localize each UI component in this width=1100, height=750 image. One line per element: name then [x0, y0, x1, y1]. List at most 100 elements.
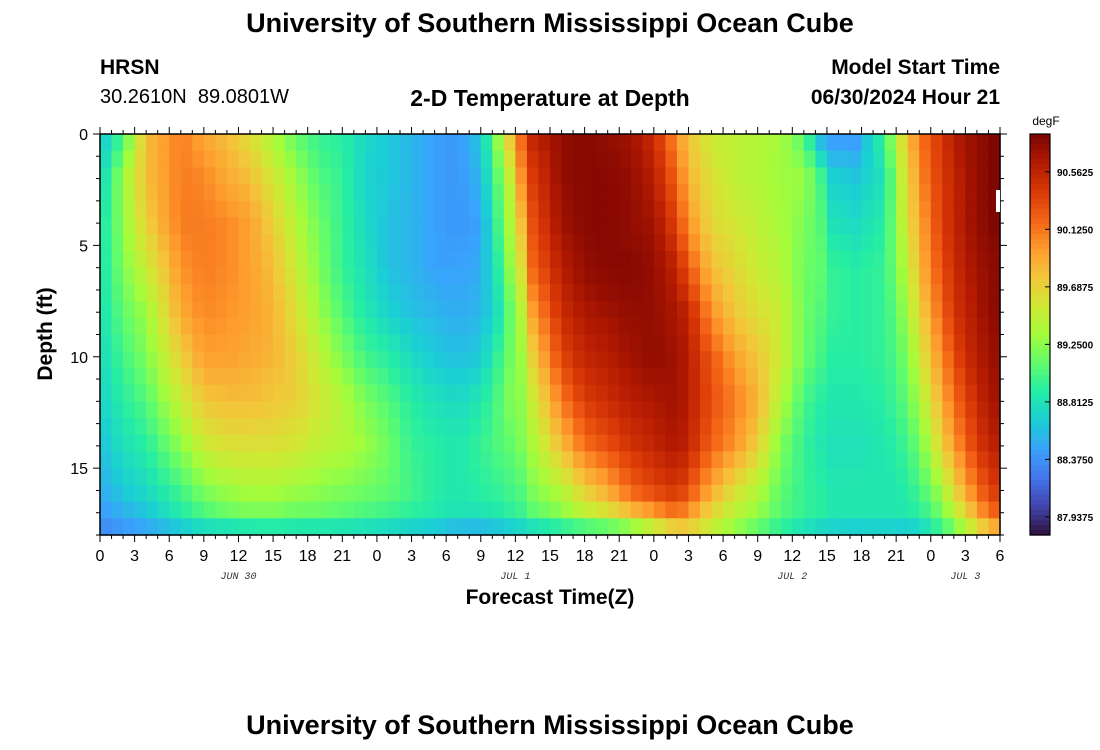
colorbar-segment	[1030, 279, 1050, 285]
heatmap-cell	[134, 267, 147, 285]
heatmap-cell	[838, 401, 851, 419]
heatmap-cell	[838, 200, 851, 219]
heatmap-cell	[123, 434, 136, 453]
heatmap-cell	[573, 134, 586, 152]
heatmap-cell	[388, 267, 401, 285]
heatmap-cell	[619, 518, 632, 536]
heatmap-cell	[111, 150, 124, 169]
heatmap-cell	[192, 317, 205, 336]
heatmap-cell	[769, 484, 782, 503]
heatmap-cell	[284, 518, 297, 536]
heatmap-cell	[965, 184, 978, 202]
heatmap-cell	[480, 418, 493, 436]
heatmap-cell	[700, 267, 713, 285]
x-tick-label: 21	[887, 548, 905, 565]
heatmap-cell	[838, 334, 851, 352]
heatmap-cell	[434, 184, 447, 202]
heatmap-cell	[607, 484, 620, 503]
heatmap-cell	[653, 418, 666, 436]
heatmap-cell	[884, 401, 897, 419]
heatmap-cell	[734, 384, 747, 402]
heatmap-cell	[515, 234, 528, 252]
heatmap-cell	[861, 250, 874, 269]
heatmap-cell	[123, 184, 136, 202]
station-coordinates: 30.2610N 89.0801W	[100, 86, 290, 108]
heatmap-cell	[111, 267, 124, 285]
heatmap-cell	[388, 518, 401, 536]
colorbar-segment	[1030, 249, 1050, 255]
heatmap-cell	[642, 301, 655, 319]
colorbar-segment	[1030, 184, 1050, 190]
heatmap-cell	[342, 134, 355, 152]
heatmap-cell	[353, 367, 366, 386]
heatmap-cell	[388, 451, 401, 469]
heatmap-cell	[550, 384, 563, 402]
heatmap-cell	[330, 234, 343, 252]
heatmap-cell	[457, 150, 470, 169]
heatmap-cell	[953, 367, 966, 386]
heatmap-cell	[734, 150, 747, 169]
heatmap-cell	[296, 250, 309, 269]
heatmap-cell	[803, 434, 816, 453]
heatmap-cell	[480, 234, 493, 252]
heatmap-cell	[942, 134, 955, 152]
heatmap-cell	[446, 434, 459, 453]
heatmap-cell	[434, 384, 447, 402]
heatmap-cell	[734, 134, 747, 152]
heatmap-cell	[826, 401, 840, 419]
heatmap-cell	[388, 418, 401, 436]
heatmap-cell	[457, 451, 470, 469]
heatmap-cell	[180, 301, 193, 319]
heatmap-cell	[203, 200, 216, 219]
heatmap-cell	[261, 518, 274, 536]
heatmap-cell	[515, 468, 528, 486]
heatmap-cell	[700, 317, 713, 336]
heatmap-cell	[469, 334, 482, 352]
heatmap-cell	[411, 351, 424, 369]
heatmap-cell	[169, 167, 182, 185]
heatmap-cell	[850, 284, 863, 302]
colorbar-frame	[1029, 133, 1051, 536]
heatmap-cell	[296, 367, 309, 386]
heatmap-cell	[723, 284, 736, 302]
heatmap-cell	[780, 468, 793, 486]
heatmap-cell	[907, 284, 920, 302]
heatmap-cell	[365, 200, 378, 219]
heatmap-cell	[757, 317, 770, 336]
heatmap-cell	[919, 134, 932, 152]
heatmap-cell	[376, 301, 390, 319]
colorbar-segment	[1030, 374, 1050, 381]
heatmap-cell	[457, 250, 470, 269]
heatmap-cell	[573, 284, 586, 302]
heatmap-cell	[896, 267, 909, 285]
heatmap-cell	[630, 367, 643, 386]
heatmap-cell	[746, 184, 759, 202]
heatmap-cell	[273, 501, 286, 519]
heatmap-cell	[376, 284, 390, 302]
heatmap-cell	[123, 351, 136, 369]
heatmap-cell	[630, 250, 643, 269]
heatmap-cell	[596, 301, 609, 319]
heatmap-cell	[434, 468, 447, 486]
heatmap-cell	[342, 184, 355, 202]
heatmap-cell	[261, 384, 274, 402]
heatmap-cell	[226, 167, 240, 185]
heatmap-cell	[930, 301, 943, 319]
heatmap-cell	[365, 134, 378, 152]
heatmap-cell	[238, 184, 251, 202]
heatmap-cell	[353, 301, 366, 319]
heatmap-cell	[711, 234, 724, 252]
heatmap-cell	[157, 134, 170, 152]
heatmap-cell	[342, 250, 355, 269]
heatmap-cell	[884, 200, 897, 219]
heatmap-cell	[226, 367, 240, 386]
heatmap-cell	[619, 451, 632, 469]
heatmap-cell	[100, 267, 113, 285]
heatmap-cell	[688, 434, 701, 453]
colorbar-segment	[1030, 519, 1050, 526]
heatmap-cell	[457, 184, 470, 202]
heatmap-cell	[723, 351, 736, 369]
colorbar-segment	[1030, 509, 1050, 516]
heatmap-cell	[930, 134, 943, 152]
heatmap-cell	[111, 484, 124, 503]
